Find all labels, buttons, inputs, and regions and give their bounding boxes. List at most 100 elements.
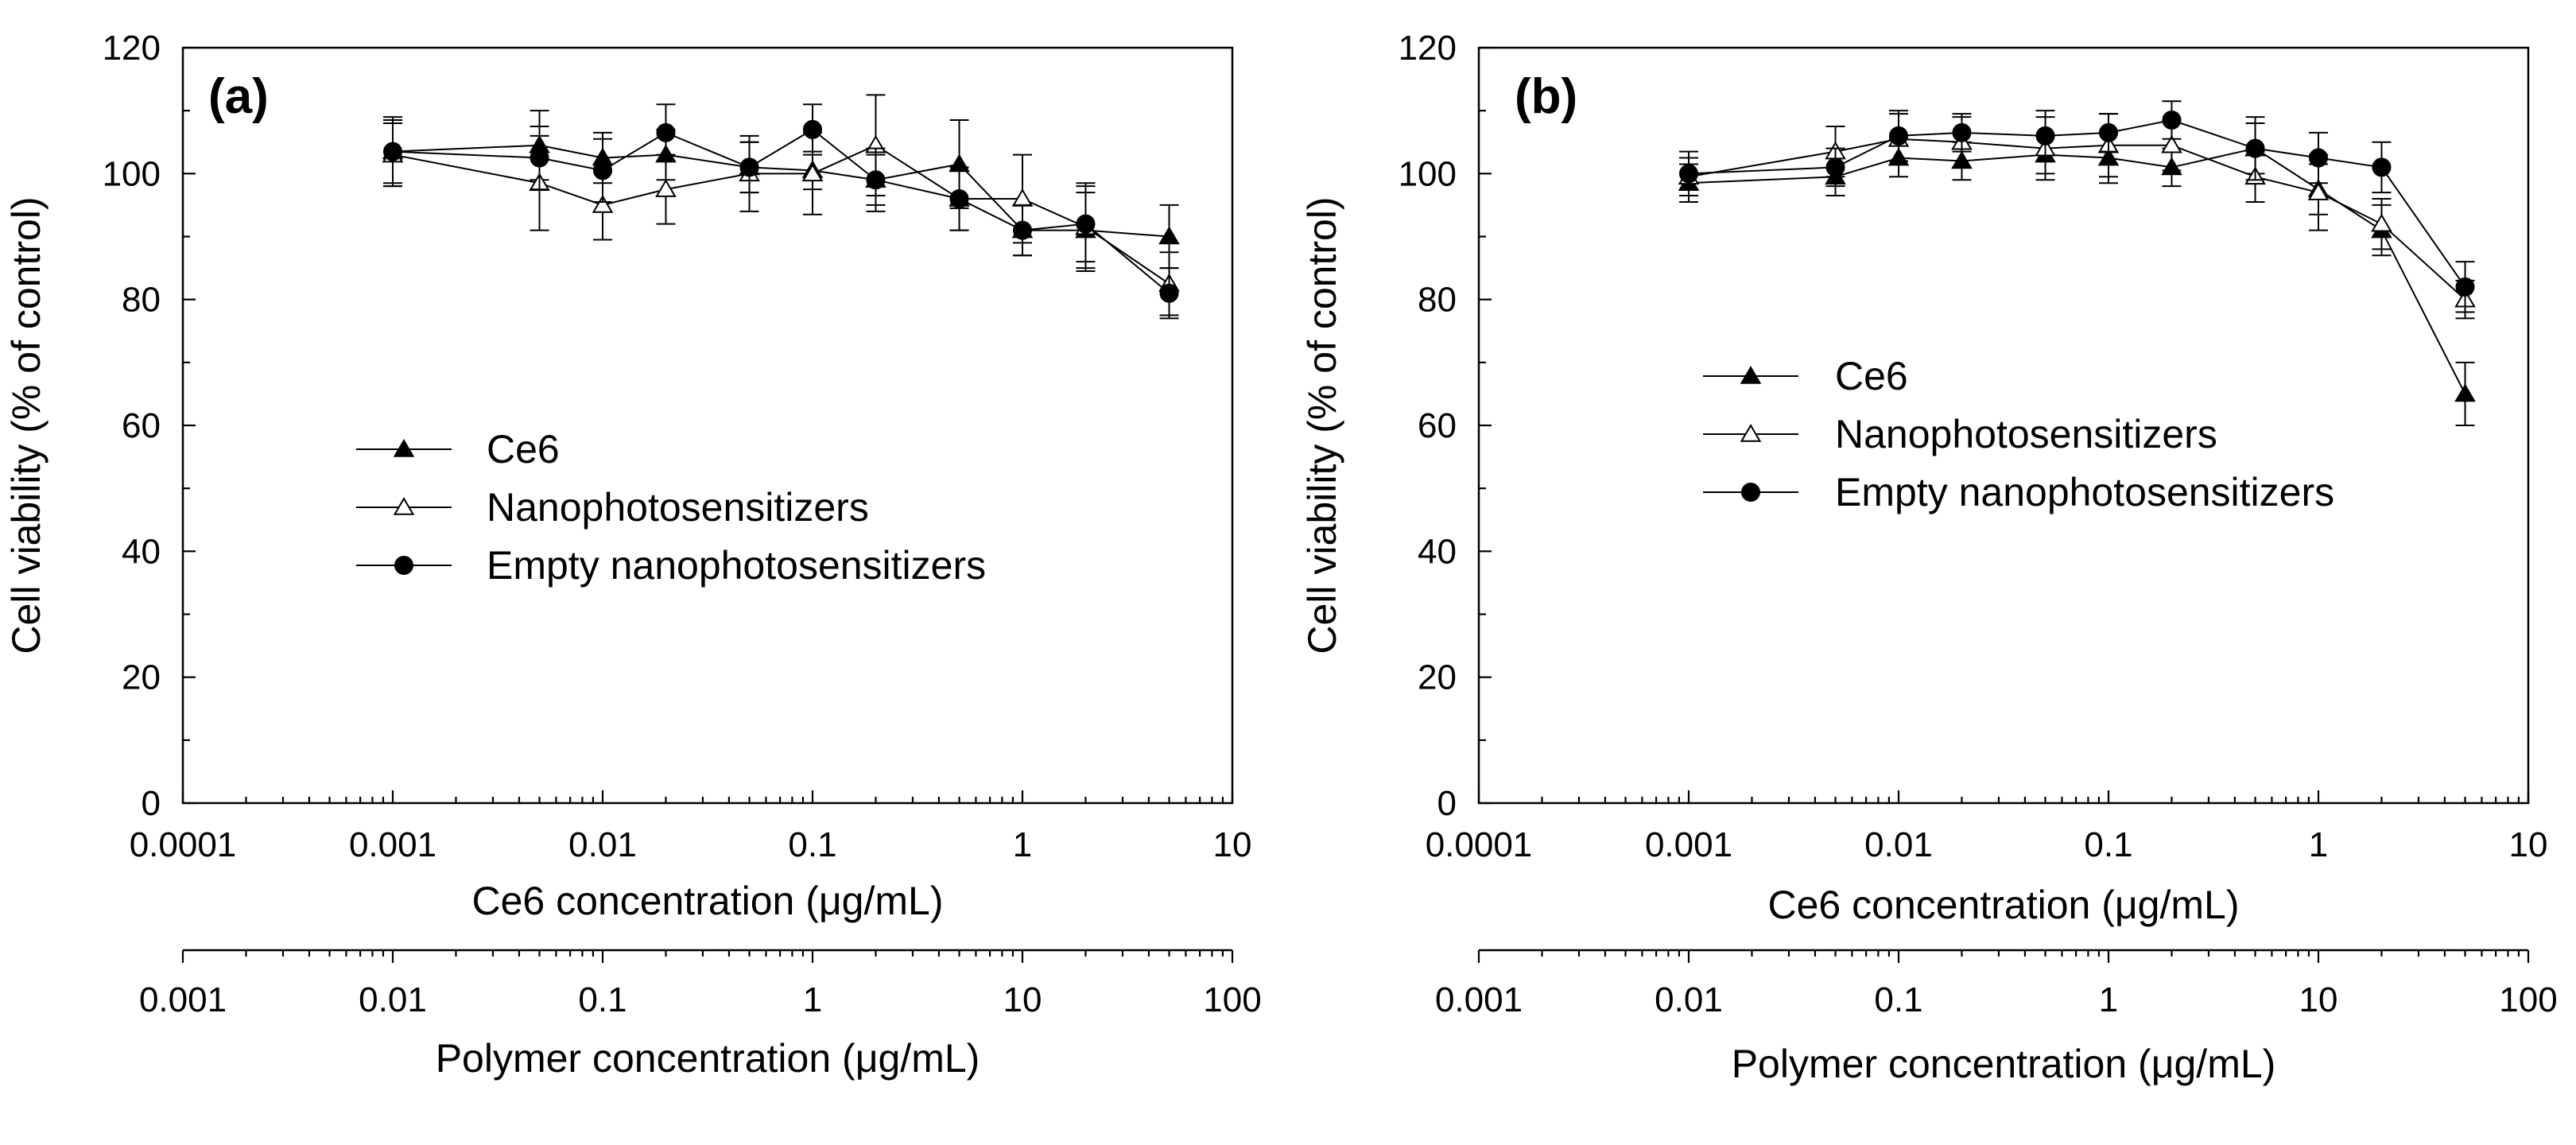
y-tick-label: 40 — [122, 532, 161, 571]
legend-marker — [393, 439, 415, 457]
data-point — [530, 148, 549, 168]
legend-label: Ce6 — [1835, 354, 1908, 398]
x2-tick-label: 1 — [2099, 980, 2118, 1019]
data-point — [1889, 126, 1908, 146]
x-tick-label: 1 — [1013, 825, 1032, 864]
series-ce6 — [382, 110, 1180, 270]
y-tick-label: 120 — [1399, 29, 1457, 68]
x2-tick-label: 0.1 — [1874, 980, 1922, 1019]
data-point — [801, 163, 824, 182]
legend-label: Ce6 — [487, 427, 560, 472]
x2-tick-label: 1 — [803, 980, 822, 1019]
data-point — [2307, 182, 2330, 200]
data-point — [383, 142, 402, 161]
data-point — [1011, 188, 1034, 207]
data-point — [1825, 157, 1845, 177]
legend-marker — [393, 497, 415, 515]
data-point — [1159, 283, 1179, 303]
x2-tick-label: 10 — [1003, 980, 1042, 1019]
x-axis-label: Ce6 concentration (μg/mL) — [472, 879, 944, 923]
x-tick-label: 0.0001 — [130, 825, 237, 864]
x-tick-label: 0.001 — [349, 825, 436, 864]
data-point — [2245, 138, 2265, 158]
series-line — [392, 144, 1170, 238]
series-line — [392, 128, 1170, 294]
y-tick-label: 40 — [1418, 532, 1457, 571]
x2-tick-label: 0.1 — [578, 980, 627, 1019]
legend-label: Nanophotosensitizers — [1835, 412, 2217, 456]
y-tick-label: 80 — [122, 281, 161, 320]
y-tick-label: 20 — [1418, 658, 1457, 697]
panel-label: (b) — [1515, 69, 1577, 124]
panel-b: 0 20 40 60 80 100 120 0.0001 0.001 0.01 0.1 1 10 0.00… — [1300, 29, 2558, 1086]
panel-a: 0 20 40 60 80 100 120 0.0001 0.001 0.01 0.1 1 10 0.00… — [4, 29, 1262, 1081]
series-nanophotosensitizers — [1678, 113, 2476, 320]
panel-label: (a) — [208, 69, 269, 124]
data-point — [1952, 122, 1972, 142]
x-tick-label: 1 — [2309, 825, 2328, 864]
data-point — [2309, 148, 2328, 168]
x2-tick-label: 0.01 — [1655, 980, 1723, 1019]
series-line — [392, 144, 1170, 285]
x2-tick-label: 100 — [2499, 980, 2557, 1019]
x2-axis-label: Polymer concentration (μg/mL) — [436, 1036, 980, 1081]
data-point — [655, 179, 677, 197]
data-point — [593, 161, 612, 180]
x2-tick-label: 10 — [2299, 980, 2338, 1019]
data-point — [2162, 111, 2182, 130]
y-tick-label: 120 — [103, 29, 161, 68]
data-point — [1158, 226, 1180, 245]
x2-tick-label: 0.01 — [359, 980, 427, 1019]
x-tick-label: 10 — [1213, 825, 1252, 864]
x-axis-label: Ce6 concentration (μg/mL) — [1768, 883, 2240, 927]
legend-marker — [1740, 366, 1762, 384]
data-point — [2372, 157, 2392, 177]
y-tick-label: 100 — [1399, 154, 1457, 193]
y-tick-label: 60 — [122, 406, 161, 445]
data-point — [739, 157, 759, 177]
y-tick-label: 20 — [122, 658, 161, 697]
x2-tick-label: 0.001 — [1435, 980, 1523, 1019]
data-point — [949, 189, 969, 208]
series-nanophotosensitizers — [382, 94, 1180, 316]
data-point — [803, 119, 822, 139]
data-point — [2099, 122, 2118, 142]
y-tick-label: 0 — [1437, 784, 1457, 823]
x-tick-label: 0.1 — [2084, 825, 2132, 864]
x-tick-label: 0.001 — [1645, 825, 1732, 864]
series-empty-nanophotosensitizers — [1679, 100, 2475, 313]
data-point — [1013, 220, 1032, 240]
x-tick-label: 0.01 — [568, 825, 637, 864]
y-tick-label: 100 — [103, 154, 161, 193]
x2-tick-label: 100 — [1203, 980, 1261, 1019]
y-tick-label: 80 — [1418, 281, 1457, 320]
x-tick-label: 0.0001 — [1426, 825, 1533, 864]
data-point — [1076, 214, 1096, 234]
legend: Ce6 Nanophotosensitizers Empty nanophotose… — [1703, 354, 2334, 514]
x2-axis-label: Polymer concentration (μg/mL) — [1732, 1042, 2276, 1086]
legend-marker — [1741, 483, 1760, 502]
y-axis-label: Cell viability (% of control) — [4, 196, 48, 654]
legend-label: Empty nanophotosensitizers — [1835, 470, 2334, 514]
x2-tick-label: 0.001 — [139, 980, 227, 1019]
data-point — [2455, 277, 2475, 297]
y-axis-label: Cell viability (% of control) — [1300, 196, 1344, 654]
legend-label: Nanophotosensitizers — [487, 485, 869, 530]
y-tick-label: 0 — [142, 784, 161, 823]
legend: Ce6 Nanophotosensitizers Empty nanophotose… — [356, 427, 986, 588]
series-empty-nanophotosensitizers — [383, 103, 1179, 320]
x-tick-label: 10 — [2509, 825, 2548, 864]
series-line — [1688, 147, 2466, 394]
data-point — [2035, 126, 2055, 146]
data-point — [2454, 383, 2476, 402]
legend-marker — [394, 556, 413, 575]
data-point — [866, 170, 886, 190]
data-point — [592, 194, 614, 213]
legend-marker — [1740, 424, 1762, 442]
data-point — [2371, 213, 2392, 232]
legend-label: Empty nanophotosensitizers — [487, 543, 986, 588]
x-tick-label: 0.01 — [1864, 825, 1933, 864]
x-tick-label: 0.1 — [788, 825, 836, 864]
data-point — [2161, 134, 2182, 153]
